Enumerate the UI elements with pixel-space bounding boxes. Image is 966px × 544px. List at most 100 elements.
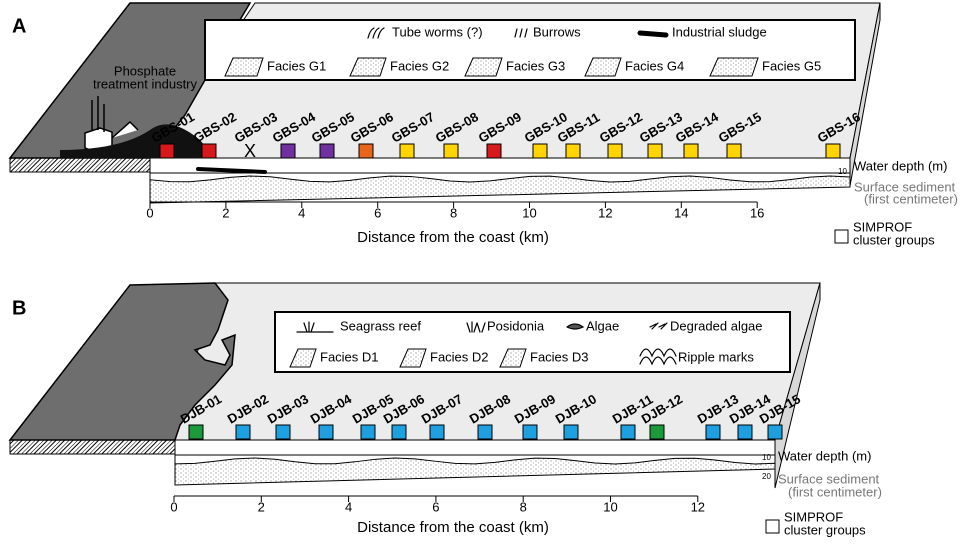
legend-box <box>274 311 791 373</box>
station-cluster <box>683 143 699 159</box>
station-cluster <box>607 143 623 159</box>
x-tick-label: 14 <box>674 205 688 220</box>
station-cluster <box>429 424 445 440</box>
legend-icon <box>639 348 677 366</box>
x-tick-label: 2 <box>258 499 265 514</box>
legend-label: Ripple marks <box>678 349 754 364</box>
legend-icon <box>367 27 385 39</box>
station-cluster <box>280 143 296 159</box>
depth-tick-label: 10 <box>838 167 847 176</box>
x-tick-label: 0 <box>146 205 153 220</box>
x-tick-label: 0 <box>170 499 177 514</box>
sludge <box>196 167 267 174</box>
station-cluster <box>358 143 374 159</box>
cluster-legend-label: SIMPROF <box>784 509 843 524</box>
legend-icon <box>514 28 528 38</box>
station-cluster <box>318 424 334 440</box>
legend-label: Facies G5 <box>762 58 821 73</box>
x-tick-label: 4 <box>298 205 305 220</box>
depth-tick-label: 20 <box>762 472 771 481</box>
x-tick-label: 12 <box>598 205 612 220</box>
legend-icon <box>296 321 334 333</box>
station-cluster <box>319 143 335 159</box>
legend-icon <box>637 30 669 38</box>
legend-label: Industrial sludge <box>672 24 767 39</box>
x-tick-label: 6 <box>432 499 439 514</box>
facies-icon <box>584 57 622 77</box>
cluster-legend-box <box>834 229 849 244</box>
facies-icon <box>224 57 264 77</box>
facies-icon <box>464 57 503 77</box>
station-cluster <box>620 424 636 440</box>
station-cluster <box>360 424 376 440</box>
station-cluster <box>235 424 251 440</box>
legend-label: Facies D3 <box>530 349 589 364</box>
land-section <box>9 157 151 173</box>
cluster-legend-box <box>765 519 780 534</box>
water-depth-label: Water depth (m) <box>854 158 947 173</box>
facies-icon <box>289 348 317 368</box>
legend-label: Degraded algae <box>670 318 763 333</box>
station-cluster <box>726 143 742 159</box>
facies-icon <box>709 57 759 77</box>
panel-label: A <box>12 15 26 37</box>
industry-label: Phosphate <box>114 63 176 78</box>
station-cluster <box>767 424 783 440</box>
sediment-layer <box>149 173 851 204</box>
station-cluster <box>188 424 204 440</box>
legend-label: Burrows <box>533 24 581 39</box>
station-cluster <box>391 424 407 440</box>
legend-label: Facies D1 <box>320 349 379 364</box>
station-cluster <box>563 424 579 440</box>
station-cluster <box>399 143 415 159</box>
sediment-label: (first centimeter) <box>864 191 958 206</box>
station-cluster <box>705 424 721 440</box>
station-cluster <box>532 143 548 159</box>
x-tick-label: 8 <box>520 499 527 514</box>
legend-label: Seagrass reef <box>340 318 421 333</box>
x-tick-label: 16 <box>750 205 764 220</box>
legend-label: Tube worms (?) <box>392 24 483 39</box>
panel: B Seagrass reef Posidonia Algae Degraded alg… <box>8 282 882 537</box>
legend-label: Facies G2 <box>390 58 449 73</box>
x-tick-label: 8 <box>450 205 457 220</box>
x-tick-label: 4 <box>345 499 352 514</box>
legend-icon <box>466 321 486 333</box>
station-cluster <box>201 143 217 159</box>
x-axis-label: Distance from the coast (km) <box>357 519 549 536</box>
cluster-legend-label: SIMPROF <box>853 219 912 234</box>
sediment-label: (first centimeter) <box>788 484 882 499</box>
station-cluster <box>825 143 841 159</box>
sediment-label: Surface sediment <box>778 471 880 486</box>
sediment-layer <box>174 455 776 486</box>
station-cluster <box>649 424 665 440</box>
x-tick-label: 2 <box>222 205 229 220</box>
coast-land <box>8 282 236 441</box>
station-marker: X <box>244 141 256 161</box>
legend-label: Facies G1 <box>267 58 326 73</box>
water-section <box>174 439 776 456</box>
station-cluster <box>647 143 663 159</box>
depth-tick-label: 10 <box>762 453 771 462</box>
discharge-plume <box>60 124 215 158</box>
slab-side <box>774 282 821 489</box>
cluster-legend-label: cluster groups <box>784 522 866 537</box>
station-cluster <box>565 143 581 159</box>
industry-label: treatment industry <box>93 76 198 91</box>
land-section <box>9 439 176 455</box>
legend-label: Facies D2 <box>430 349 489 364</box>
station-cluster <box>486 143 502 159</box>
x-tick-label: 12 <box>691 499 705 514</box>
x-tick-label: 6 <box>374 205 381 220</box>
legend-label: Facies G3 <box>506 58 565 73</box>
legend-icon <box>649 322 668 330</box>
station-cluster <box>443 143 459 159</box>
legend-label: Facies G4 <box>625 58 684 73</box>
station-cluster <box>522 424 538 440</box>
station-cluster <box>159 143 175 159</box>
water-depth-label: Water depth (m) <box>778 448 871 463</box>
legend-label: Posidonia <box>487 318 545 333</box>
legend-label: Algae <box>586 318 619 333</box>
